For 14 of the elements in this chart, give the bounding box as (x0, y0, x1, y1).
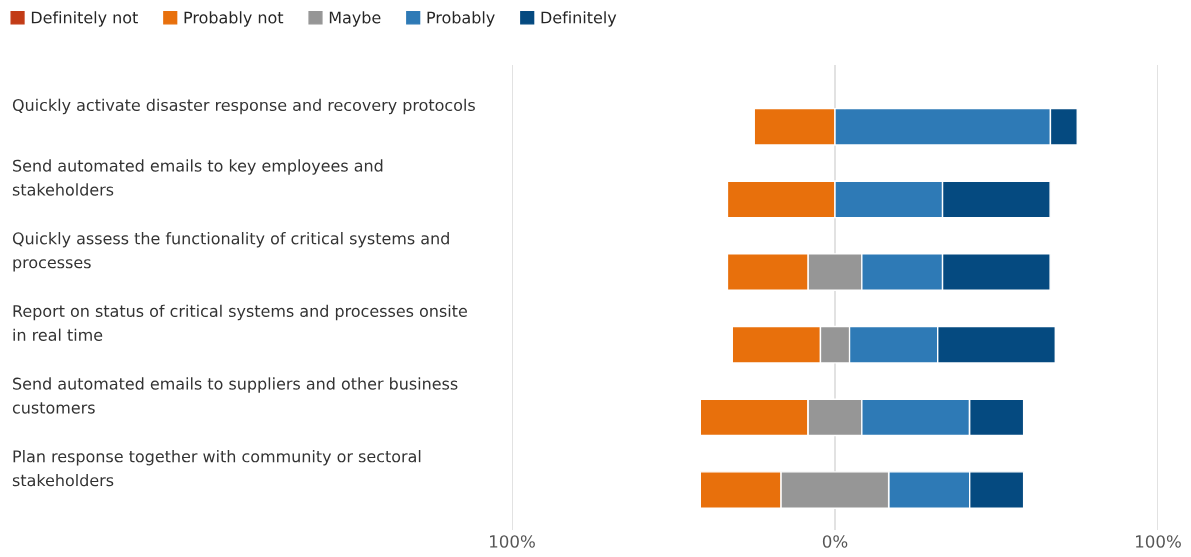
y-tick-label: Plan response together with community or sectoral stakeholders (12, 449, 421, 487)
legend-label: Definitely (541, 11, 617, 27)
y-tick-label: Send automated emails to suppliers and other business customers (12, 377, 458, 414)
legend-label: Probably (427, 11, 495, 27)
legend-label: Definitely not (31, 11, 138, 27)
x-tick-label: 100% (490, 535, 535, 548)
legend-label: Probably not (184, 11, 284, 27)
y-tick-label: Quickly assess the functionality of critical systems and processes (12, 232, 449, 272)
x-tick-label: 0% (822, 535, 848, 548)
y-tick-label: Quickly activate disaster response and recovery protocols (12, 98, 475, 115)
y-tick-label: Report on status of critical systems and processes onsite in real time (13, 304, 467, 341)
y-tick-label: Send automated emails to key employees and stakeholders (12, 159, 383, 196)
legend-label: Maybe (329, 11, 381, 27)
x-tick-label: 100% (1136, 535, 1181, 548)
